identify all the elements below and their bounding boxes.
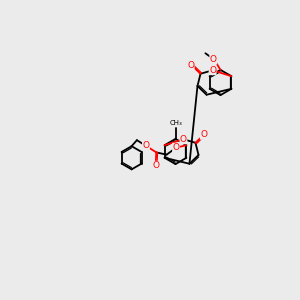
Text: O: O	[200, 130, 207, 139]
Text: O: O	[152, 161, 159, 170]
Text: O: O	[209, 66, 216, 75]
Text: O: O	[142, 141, 149, 150]
Text: O: O	[180, 135, 187, 144]
Text: O: O	[172, 143, 180, 152]
Text: O: O	[187, 61, 194, 70]
Text: CH₃: CH₃	[169, 120, 182, 126]
Text: O: O	[210, 55, 217, 64]
